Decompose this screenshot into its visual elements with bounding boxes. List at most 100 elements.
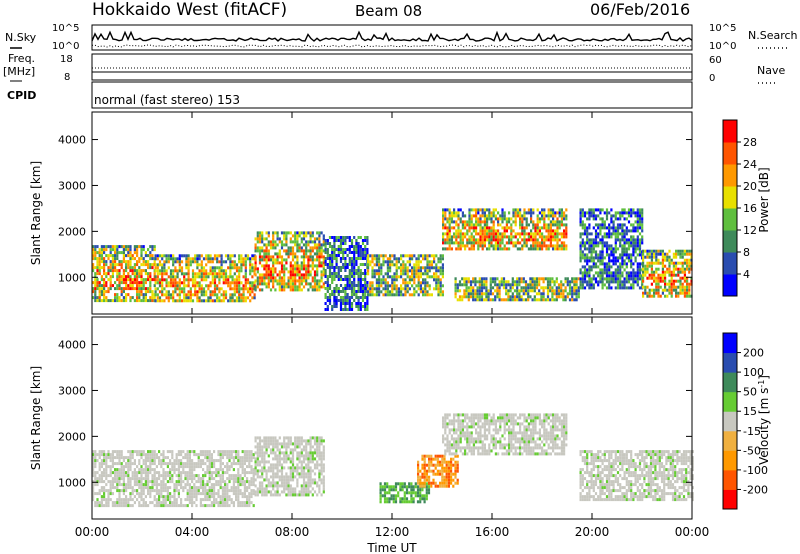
heatmap-cell (233, 278, 236, 282)
heatmap-cell (162, 495, 165, 499)
heatmap-cell (207, 296, 210, 300)
heatmap-cell (129, 450, 132, 454)
heatmap-cell (169, 459, 172, 463)
heatmap-cell (422, 257, 425, 261)
heatmap-cell (472, 208, 475, 212)
heatmap-cell (114, 251, 117, 255)
heatmap-cell (494, 295, 497, 299)
heatmap-cell (601, 283, 604, 287)
heatmap-cell (519, 220, 522, 224)
heatmap-cell (395, 263, 398, 267)
heatmap-cell (361, 296, 365, 299)
heatmap-cell (428, 287, 431, 291)
heatmap-cell (530, 229, 533, 233)
heatmap-cell (541, 238, 544, 242)
heatmap-cell (406, 269, 409, 273)
heatmap-cell (657, 261, 660, 265)
heatmap-cell (478, 277, 481, 281)
heatmap-cell (519, 241, 522, 245)
heatmap-cell (540, 286, 543, 290)
heatmap-cell (294, 276, 297, 280)
heatmap-cell (558, 220, 561, 224)
heatmap-cell (670, 276, 673, 280)
heatmap-cell (305, 252, 308, 256)
heatmap-cell (486, 247, 489, 251)
heatmap-cell (320, 279, 323, 283)
heatmap-cell (111, 477, 114, 481)
heatmap-cell (557, 295, 561, 299)
heatmap-cell (237, 471, 240, 475)
heatmap-cell (180, 266, 184, 270)
heatmap-cell (549, 241, 552, 245)
heatmap-cell (175, 459, 178, 463)
heatmap-cell (397, 290, 400, 294)
heatmap-cell (205, 299, 208, 303)
heatmap-cell (235, 284, 239, 288)
heatmap-cell (322, 243, 325, 247)
heatmap-cell (237, 477, 240, 481)
heatmap-cell (269, 276, 273, 280)
heatmap-cell (485, 289, 488, 293)
heatmap-cell (261, 276, 264, 280)
heatmap-cell (256, 436, 259, 440)
heatmap-cell (497, 241, 500, 245)
heatmap-cell (198, 287, 201, 291)
heatmap-cell (520, 277, 523, 281)
heatmap-cell (98, 456, 101, 460)
heatmap-cell (619, 241, 622, 245)
heatmap-cell (557, 283, 561, 287)
heatmap-cell (142, 278, 145, 282)
heatmap-cell (592, 241, 595, 245)
heatmap-cell (681, 261, 684, 265)
heatmap-cell (213, 465, 216, 469)
heatmap-cell (391, 290, 394, 294)
heatmap-cell (404, 278, 407, 282)
heatmap-cell (636, 208, 639, 212)
heatmap-cell (627, 253, 631, 257)
heatmap-cell (191, 474, 194, 478)
heatmap-cell (616, 286, 620, 290)
heatmap-cell (187, 299, 190, 303)
heatmap-cell (489, 280, 492, 284)
heatmap-cell (499, 247, 502, 251)
heatmap-cell (661, 255, 664, 259)
heatmap-cell (300, 237, 303, 241)
heatmap-cell (621, 229, 624, 233)
heatmap-cell (207, 287, 210, 291)
heatmap-cell (393, 272, 396, 276)
heatmap-cell (608, 280, 611, 284)
heatmap-cell (265, 246, 268, 250)
heatmap-cell (191, 468, 194, 472)
heatmap-cell (149, 266, 152, 270)
heatmap-cell (208, 489, 211, 493)
heatmap-cell (118, 263, 121, 267)
heatmap-cell (475, 214, 478, 218)
heatmap-cell (386, 263, 389, 267)
heatmap-cell (470, 244, 473, 248)
heatmap-cell (614, 259, 617, 263)
heatmap-cell (366, 236, 369, 239)
heatmap-cell (239, 462, 242, 466)
heatmap-cell (122, 299, 125, 303)
heatmap-cell (661, 291, 664, 295)
heatmap-cell (195, 465, 198, 469)
heatmap-cell (220, 299, 223, 303)
heatmap-cell (355, 257, 358, 260)
heatmap-cell (129, 254, 132, 258)
heatmap-cell (307, 240, 310, 244)
nave-label: Nave (757, 64, 785, 77)
heatmap-cell (367, 287, 370, 291)
heatmap-cell (521, 244, 524, 248)
heatmap-cell (490, 241, 493, 245)
heatmap-cell (228, 480, 231, 484)
heatmap-cell (331, 278, 334, 281)
heatmap-cell (642, 252, 645, 256)
heatmap-cell (155, 498, 158, 502)
heatmap-cell (246, 257, 250, 261)
heatmap-cell (316, 231, 319, 235)
heatmap-cell (191, 260, 195, 264)
heatmap-cell (616, 283, 620, 287)
heatmap-cell (644, 285, 647, 289)
heatmap-cell (395, 266, 398, 270)
heatmap-cell (470, 235, 473, 239)
